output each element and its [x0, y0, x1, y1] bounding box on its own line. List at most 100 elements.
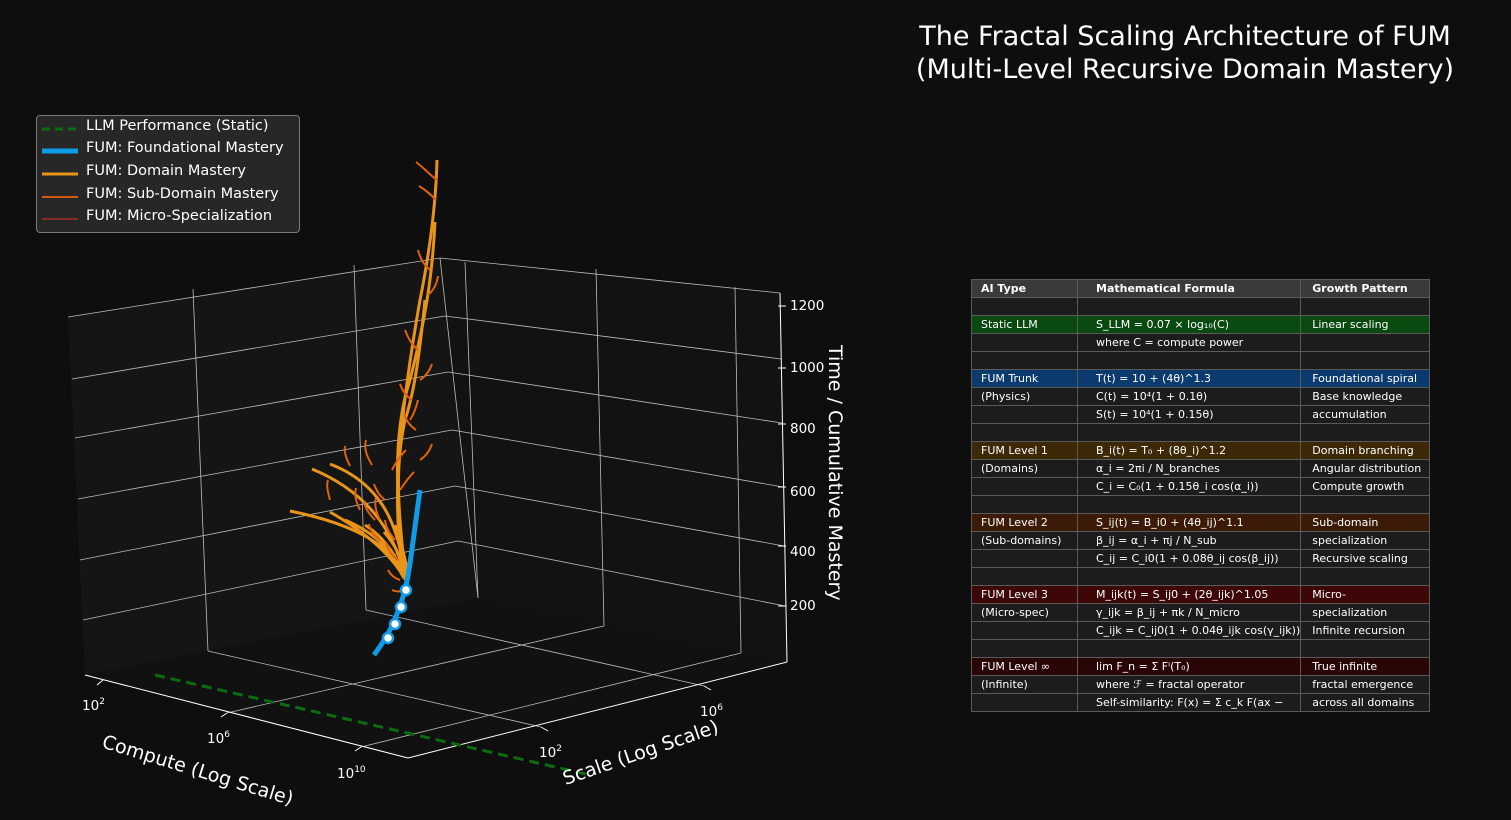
z-tick-label: 1200 — [790, 298, 825, 314]
table-cell: (Physics) — [971, 387, 1078, 406]
table-cell: Self-similarity: F(x) = Σ c_k F(ax − — [1076, 693, 1302, 712]
column-header: Growth Pattern — [1300, 279, 1431, 298]
x-tick-label: 102 — [82, 697, 105, 714]
table-row: C_i = C₀(1 + 0.15θ_i cos(α_i)) Compute gr… — [971, 477, 1431, 496]
grid-line — [454, 485, 785, 547]
table-cell — [971, 621, 1078, 640]
table-row — [971, 567, 1431, 586]
table-cell: across all domains — [1300, 693, 1431, 712]
table-cell: (Domains) — [971, 459, 1078, 478]
table-row: FUM Level ∞ lim F_n = Σ Fⁱ(T₀) True infini… — [971, 657, 1431, 676]
table-cell — [1300, 423, 1431, 442]
table-cell — [1076, 639, 1302, 658]
subdomain-twig — [399, 471, 415, 491]
legend-swatch-solid — [42, 196, 78, 198]
table-cell: Foundational spiral — [1300, 369, 1431, 388]
grid-line — [207, 650, 542, 728]
grid-line — [77, 429, 453, 500]
table-cell: Infinite recursion — [1300, 621, 1431, 640]
table-cell: FUM Level ∞ — [971, 657, 1078, 676]
grid-line — [192, 288, 209, 652]
column-header: AI Type — [971, 279, 1078, 298]
subdomain-twig — [373, 483, 386, 501]
table-row — [971, 495, 1431, 514]
foundational-series — [371, 489, 423, 657]
chart-plot-area: 200 400 600 800 1000 1200 102 106 1010 1… — [67, 159, 846, 810]
table-cell: α_i = 2πi / N_branches — [1076, 459, 1302, 478]
chart-legend: LLM Performance (Static) FUM: Foundation… — [36, 115, 300, 233]
table-cell — [971, 639, 1078, 658]
grid-line — [457, 540, 786, 607]
table-cell: Domain branching — [1300, 441, 1431, 460]
table-row: (Infinite) where ℱ = fractal operator frac… — [971, 675, 1431, 694]
legend-swatch-thin — [42, 218, 78, 220]
foundational-marker — [399, 583, 413, 597]
legend-item: LLM Performance (Static) — [37, 117, 299, 139]
table-cell — [971, 405, 1078, 424]
table-cell — [1076, 297, 1302, 316]
domain-branch — [329, 462, 406, 571]
subdomain-twig — [363, 501, 376, 521]
z-tick-label: 400 — [790, 544, 816, 560]
table-cell — [971, 549, 1078, 568]
table-cell — [971, 297, 1078, 316]
subdomain-twig — [427, 275, 439, 296]
table-row: Static LLM S_LLM = 0.07 × log₁₀(C) Linear … — [971, 315, 1431, 334]
table-row: S(t) = 10⁴(1 + 0.15θ) accumulation — [971, 405, 1431, 424]
floor-pane — [85, 598, 787, 758]
table-cell: FUM Level 3 — [971, 585, 1078, 604]
grid-line — [439, 257, 781, 294]
table-cell: Recursive scaling — [1300, 549, 1431, 568]
table-row: Self-similarity: F(x) = Σ c_k F(ax − acro… — [971, 693, 1431, 712]
subdomain-twig — [368, 523, 381, 541]
table-cell — [971, 477, 1078, 496]
foundational-marker — [394, 600, 408, 614]
foundational-marker — [381, 631, 395, 645]
x-tick-mark — [220, 712, 228, 718]
table-cell — [1300, 495, 1431, 514]
y-tick-mark — [540, 726, 549, 732]
table-row: FUM Trunk T(t) = 10 + (4θ)^1.3 Foundationa… — [971, 369, 1431, 388]
grid-line — [447, 371, 783, 424]
table-cell: B_i(t) = T₀ + (8θ_i)^1.2 — [1076, 441, 1302, 460]
table-cell — [1300, 297, 1431, 316]
x-tick-label: 1010 — [337, 765, 366, 782]
table-cell: FUM Trunk — [971, 369, 1078, 388]
grid-line — [71, 315, 446, 380]
table-cell: Micro- — [1300, 585, 1431, 604]
chart-title: The Fractal Scaling Architecture of FUM … — [880, 20, 1490, 86]
table-cell: where ℱ = fractal operator — [1076, 675, 1302, 694]
table-row — [971, 297, 1431, 316]
table-cell — [971, 495, 1078, 514]
grid-line — [360, 652, 742, 748]
y-tick-label: 102 — [539, 744, 562, 761]
table-cell: where C = compute power — [1076, 333, 1302, 352]
table-cell: γ_ijk = β_ij + πk / N_micro — [1076, 603, 1302, 622]
table-cell — [1076, 495, 1302, 514]
subdomain-twig — [403, 413, 417, 431]
x-tick-label: 106 — [207, 730, 230, 747]
subdomain-twig — [419, 443, 433, 461]
table-cell: lim F_n = Σ Fⁱ(T₀) — [1076, 657, 1302, 676]
z-tick-label: 200 — [790, 598, 816, 614]
grid-line — [82, 540, 459, 621]
table-cell: C(t) = 10⁴(1 + 0.1θ) — [1076, 387, 1302, 406]
subdomain-twig — [354, 487, 361, 511]
subdomain-twig — [387, 569, 401, 581]
z-axis-line — [779, 292, 788, 663]
table-header-row: AI Type Mathematical Formula Growth Patt… — [971, 279, 1431, 298]
grid-line — [595, 268, 605, 627]
table-cell: S_ij(t) = B_i0 + (4θ_ij)^1.1 — [1076, 513, 1302, 532]
subdomain-twig — [364, 439, 373, 466]
table-cell: S(t) = 10⁴(1 + 0.15θ) — [1076, 405, 1302, 424]
formula-table: AI Type Mathematical Formula Growth Patt… — [971, 279, 1431, 712]
subdomain-twig — [384, 519, 396, 541]
z-tick-label: 1000 — [790, 360, 825, 376]
subdomain-twig — [418, 185, 437, 201]
table-cell — [1300, 333, 1431, 352]
subdomain-twig — [419, 363, 433, 381]
subdomain-twig — [415, 161, 438, 181]
table-cell: C_ijk = C_ij0(1 + 0.04θ_ijk cos(γ_ijk)) — [1076, 621, 1302, 640]
table-cell: accumulation — [1300, 405, 1431, 424]
table-row: (Domains) α_i = 2πi / N_branches Angular d… — [971, 459, 1431, 478]
